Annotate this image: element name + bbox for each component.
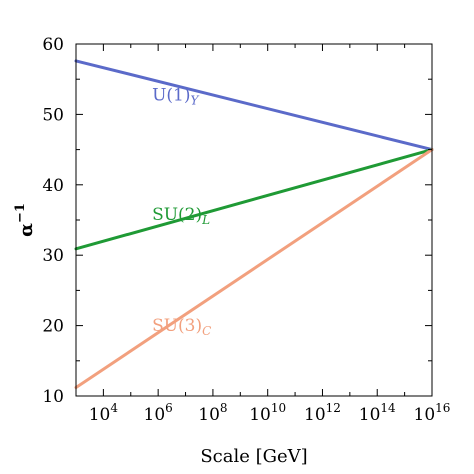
y-tick-label: 10 [42,387,64,407]
x-axis-label: Scale [GeV] [200,446,307,467]
series-line-0 [74,59,434,152]
series-line-2 [74,148,434,390]
x-tick-label: 104 [89,401,119,425]
plot-frame [75,43,433,397]
y-tick-label: 30 [42,246,64,266]
x-tick-label: 1016 [414,401,451,425]
series-layer: U(1)Y SU(2)L SU(3)C [74,59,434,390]
x-tick-label: 1012 [304,401,341,425]
y-tick-label: 60 [42,35,64,55]
x-tick-label: 1014 [359,401,396,425]
x-tick-label: 106 [144,401,173,425]
series-line-1 [74,148,434,251]
y-axis-label-exponent: −1 [13,203,28,223]
series-label-2: SU(3)C [152,316,211,338]
tick-layer: 10 20 30 40 50 60 104 106 108 1010 1012 1014 1016 [42,35,450,425]
y-axis-label: α−1 [13,203,37,237]
y-axis-label-base: α [16,223,37,237]
y-tick-label: 50 [42,105,64,125]
y-tick-label: 20 [42,317,64,337]
y-tick-label: 40 [42,176,64,196]
series-label-0: U(1)Y [152,85,199,107]
x-tick-label: 1010 [249,401,286,425]
series-label-1: SU(2)L [152,205,210,227]
x-tick-label: 108 [198,401,227,425]
